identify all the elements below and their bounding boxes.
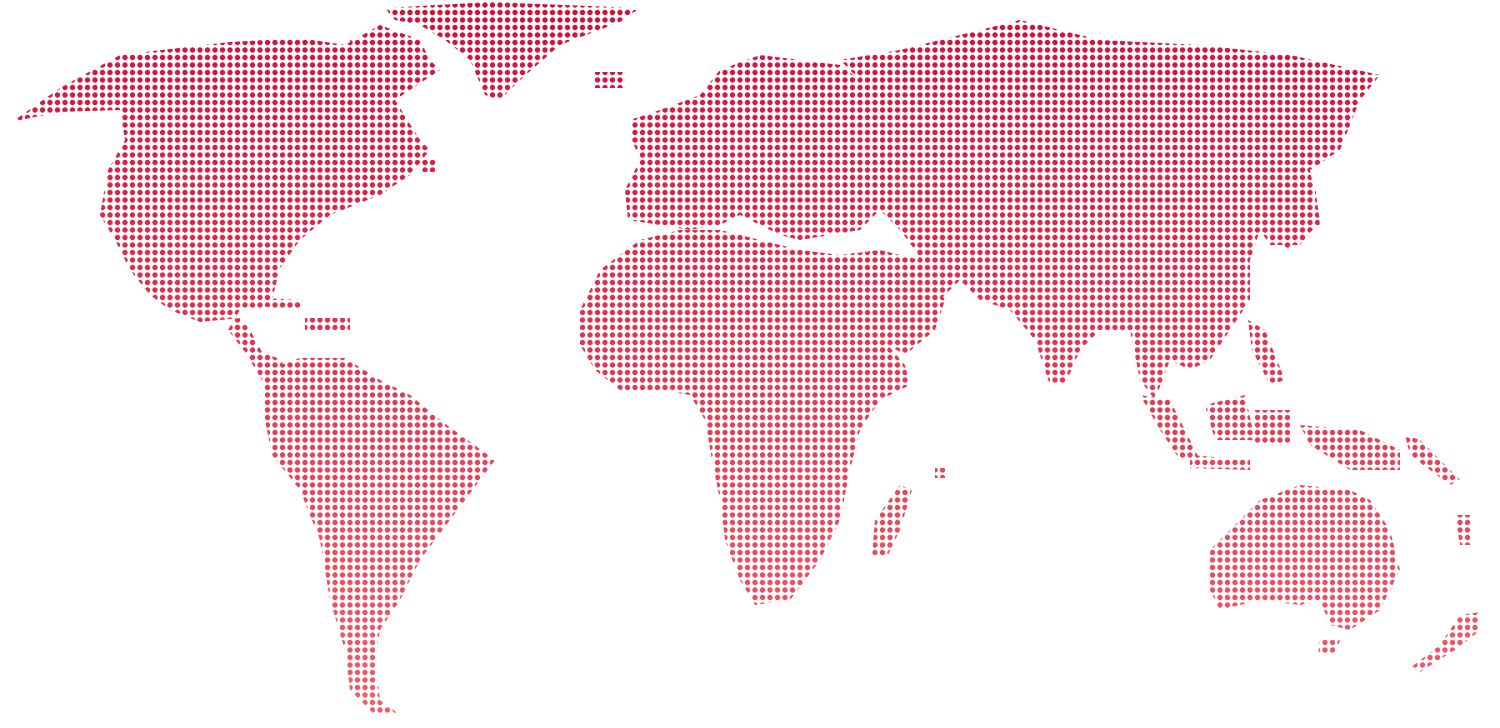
land-dots (12, 2, 1480, 715)
